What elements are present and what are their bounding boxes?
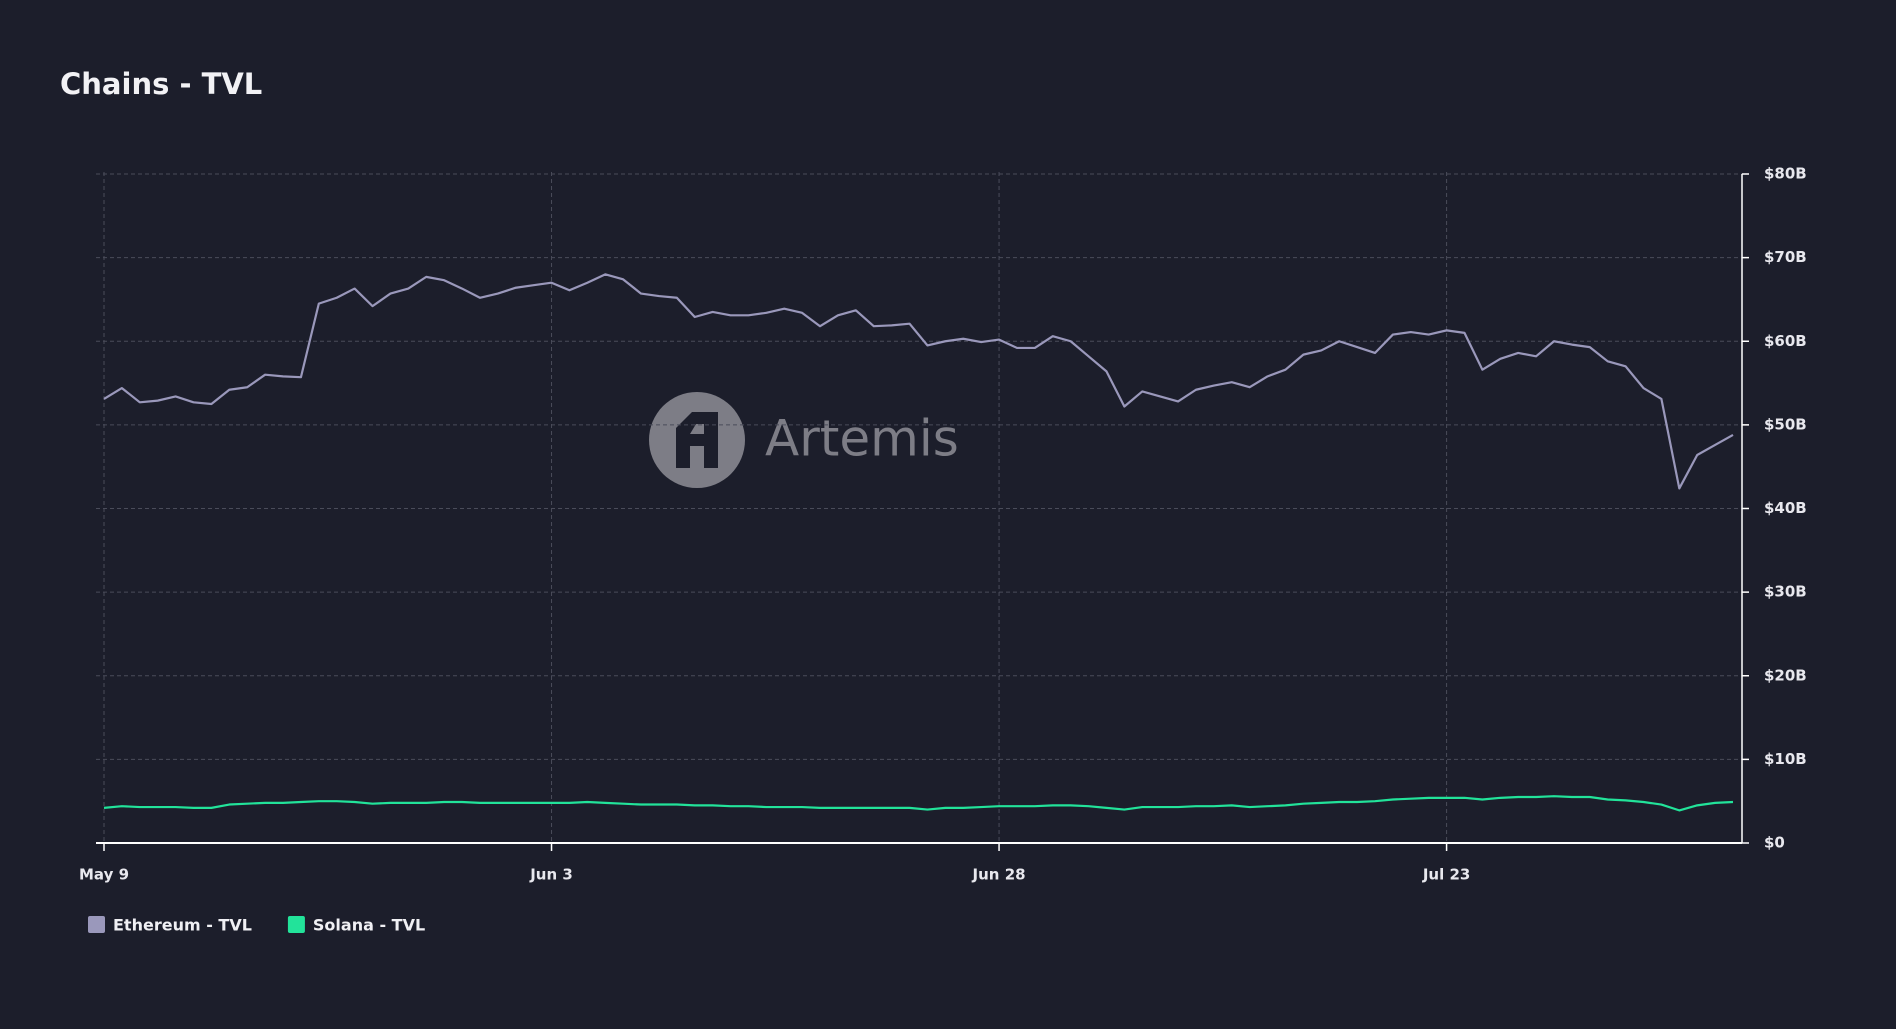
x-tick-label: Jun 3 <box>529 866 573 884</box>
x-tick-label: May 9 <box>79 866 129 884</box>
y-tick-label: $40B <box>1764 499 1807 517</box>
y-tick-label: $0 <box>1764 834 1785 852</box>
x-tick-label: Jul 23 <box>1422 866 1471 884</box>
legend-label: Solana - TVL <box>313 916 425 935</box>
series-line <box>103 795 1734 812</box>
grid <box>96 172 1742 843</box>
legend-swatch <box>287 916 305 933</box>
y-tick-label: $50B <box>1764 415 1807 433</box>
y-tick-label: $70B <box>1764 248 1807 266</box>
y-tick-label: $60B <box>1764 332 1807 350</box>
y-tick-label: $20B <box>1764 666 1807 684</box>
watermark: Artemis <box>649 392 959 488</box>
watermark-glyph <box>676 412 718 468</box>
y-tick-label: $30B <box>1764 583 1807 601</box>
watermark-text: Artemis <box>765 410 959 468</box>
legend-swatch <box>88 916 105 933</box>
y-tick-label: $10B <box>1764 750 1807 768</box>
series-line <box>103 273 1734 490</box>
legend-label: Ethereum - TVL <box>113 916 252 935</box>
x-tick-label: Jun 28 <box>972 866 1026 884</box>
y-tick-label: $80B <box>1764 165 1807 183</box>
chart-title: Chains - TVL <box>60 67 262 101</box>
